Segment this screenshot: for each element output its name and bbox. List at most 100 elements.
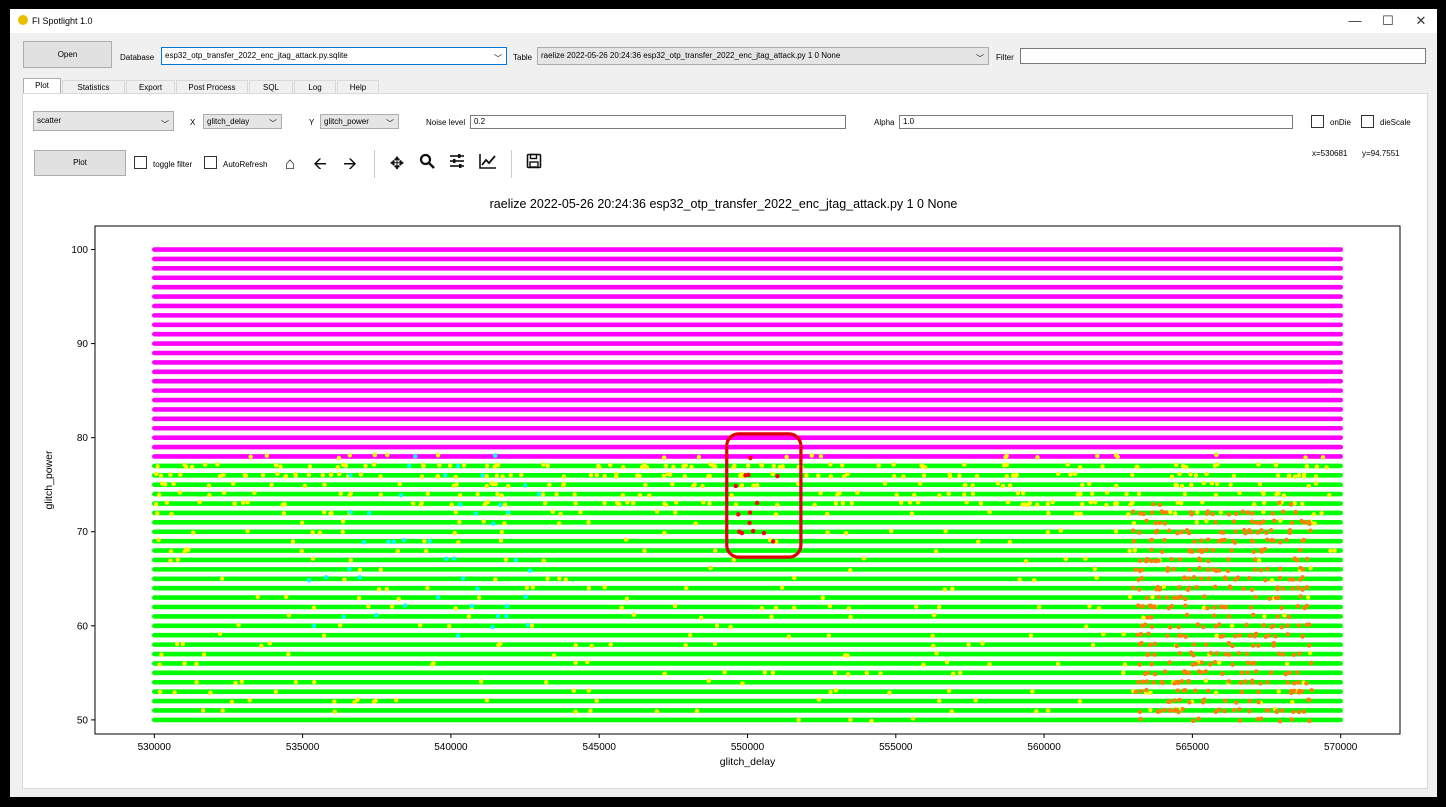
series-2-point bbox=[827, 603, 833, 609]
series-2-point bbox=[348, 557, 354, 563]
series-4-point bbox=[1149, 662, 1154, 667]
series-2-point bbox=[1177, 471, 1182, 477]
series-2-point bbox=[962, 462, 967, 467]
x-axis-select[interactable]: glitch_delay ﹀ bbox=[203, 114, 282, 129]
tab-export[interactable]: Export bbox=[126, 80, 175, 94]
series-2-point bbox=[158, 473, 164, 478]
table-select[interactable]: raelize 2022-05-26 20:24:36 esp32_otp_tr… bbox=[537, 47, 989, 65]
series-2-point bbox=[848, 717, 853, 723]
series-2-point bbox=[502, 521, 507, 526]
series-4-point bbox=[1277, 575, 1283, 581]
diescale-checkbox[interactable] bbox=[1361, 115, 1374, 128]
series-2-point bbox=[661, 455, 667, 460]
series-4-point bbox=[1295, 680, 1301, 685]
minimize-button[interactable]: — bbox=[1348, 13, 1362, 28]
series-2-point bbox=[1213, 690, 1219, 696]
series-4-point bbox=[1160, 680, 1166, 686]
series-4-point bbox=[1268, 528, 1274, 533]
series-4-point bbox=[1236, 651, 1242, 656]
series-2-point bbox=[792, 575, 797, 581]
series-4-point bbox=[1206, 558, 1211, 564]
series-2-point bbox=[597, 464, 602, 470]
plot-type-select[interactable]: scatter ﹀ bbox=[33, 111, 174, 131]
filter-label: Filter bbox=[996, 53, 1014, 62]
tab-post-process[interactable]: Post Process bbox=[176, 80, 248, 94]
open-button[interactable]: Open bbox=[23, 41, 112, 68]
ondie-checkbox[interactable] bbox=[1311, 115, 1324, 128]
home-icon[interactable]: ⌂ bbox=[284, 154, 296, 173]
tab-log[interactable]: Log bbox=[294, 80, 336, 94]
series-2-point bbox=[1090, 491, 1095, 497]
series-4-point bbox=[1251, 612, 1256, 618]
series-2-point bbox=[1261, 509, 1266, 515]
back-arrow-icon[interactable]: 🡨 bbox=[313, 154, 327, 173]
series-2-point bbox=[572, 492, 577, 497]
series-2-point bbox=[713, 548, 718, 553]
save-icon[interactable] bbox=[523, 153, 545, 175]
series-2-point bbox=[260, 472, 266, 478]
series-2-point bbox=[1130, 472, 1135, 478]
series-2-point bbox=[1213, 492, 1219, 498]
series-2-point bbox=[1127, 594, 1133, 600]
series-2-point bbox=[586, 520, 591, 525]
zoom-icon[interactable] bbox=[416, 153, 438, 175]
series-4-point bbox=[1291, 652, 1296, 658]
tab-statistics[interactable]: Statistics bbox=[62, 80, 125, 94]
tab-sql[interactable]: SQL bbox=[249, 80, 293, 94]
series-2-point bbox=[1092, 566, 1098, 572]
y-tick-label: 60 bbox=[77, 621, 89, 632]
series-2-point bbox=[186, 547, 191, 552]
series-4-point bbox=[1300, 538, 1305, 544]
toggle-filter-checkbox[interactable] bbox=[134, 156, 147, 169]
series-4-point bbox=[1227, 584, 1233, 589]
series-2-point bbox=[588, 708, 593, 714]
series-4-point bbox=[1167, 660, 1172, 665]
tab-plot[interactable]: Plot bbox=[23, 78, 61, 94]
series-3-point bbox=[361, 539, 367, 545]
filter-input[interactable] bbox=[1020, 48, 1426, 64]
close-button[interactable]: ✕ bbox=[1415, 13, 1427, 28]
series-4-point bbox=[1180, 706, 1185, 712]
series-2-point bbox=[682, 474, 688, 479]
plot-button[interactable]: Plot bbox=[34, 150, 126, 176]
series-2-point bbox=[634, 473, 640, 478]
series-2-point bbox=[1045, 708, 1051, 713]
series-2-point bbox=[541, 558, 546, 563]
series-2-point bbox=[637, 492, 643, 498]
tab-help[interactable]: Help bbox=[337, 80, 379, 94]
series-4-point bbox=[1199, 670, 1204, 675]
forward-arrow-icon[interactable]: 🡪 bbox=[343, 154, 357, 173]
series-2-point bbox=[1080, 482, 1085, 488]
pan-icon[interactable]: ✥ bbox=[389, 154, 405, 173]
scatter-chart[interactable]: 530000 535000 540000 545000 550000 555000 5600… bbox=[40, 219, 1410, 779]
series-4-point bbox=[1165, 633, 1170, 638]
series-3-point bbox=[348, 509, 353, 515]
series-2-point bbox=[1032, 577, 1037, 583]
series-2-point bbox=[607, 463, 613, 468]
configure-subplots-icon[interactable] bbox=[446, 153, 468, 175]
series-2-point bbox=[189, 464, 195, 470]
database-select[interactable]: esp32_otp_transfer_2022_enc_jtag_attack.… bbox=[161, 47, 507, 65]
series-4-point bbox=[1256, 699, 1261, 705]
noise-level-input[interactable]: 0.2 bbox=[470, 115, 846, 129]
series-2-point bbox=[1296, 472, 1302, 478]
alpha-input[interactable]: 1.0 bbox=[899, 115, 1293, 129]
series-4-point bbox=[1157, 708, 1163, 714]
series-4-point bbox=[1137, 530, 1142, 535]
edit-axes-icon[interactable] bbox=[477, 153, 499, 175]
series-2-point bbox=[499, 493, 504, 498]
series-2-point bbox=[1204, 518, 1209, 524]
series-2-point bbox=[1260, 490, 1266, 495]
series-4-point bbox=[1234, 511, 1239, 516]
y-axis-select[interactable]: glitch_power ﹀ bbox=[320, 114, 399, 129]
series-4-point bbox=[1187, 567, 1192, 573]
series-2-point bbox=[530, 585, 536, 590]
series-2-point bbox=[693, 521, 698, 526]
series-2-point bbox=[846, 606, 851, 611]
autorefresh-checkbox[interactable] bbox=[204, 156, 217, 169]
series-2-point bbox=[1327, 492, 1332, 498]
series-2-point bbox=[773, 512, 779, 517]
series-2-point bbox=[310, 556, 316, 561]
maximize-button[interactable]: ☐ bbox=[1382, 13, 1394, 28]
series-4-point bbox=[1169, 556, 1174, 562]
